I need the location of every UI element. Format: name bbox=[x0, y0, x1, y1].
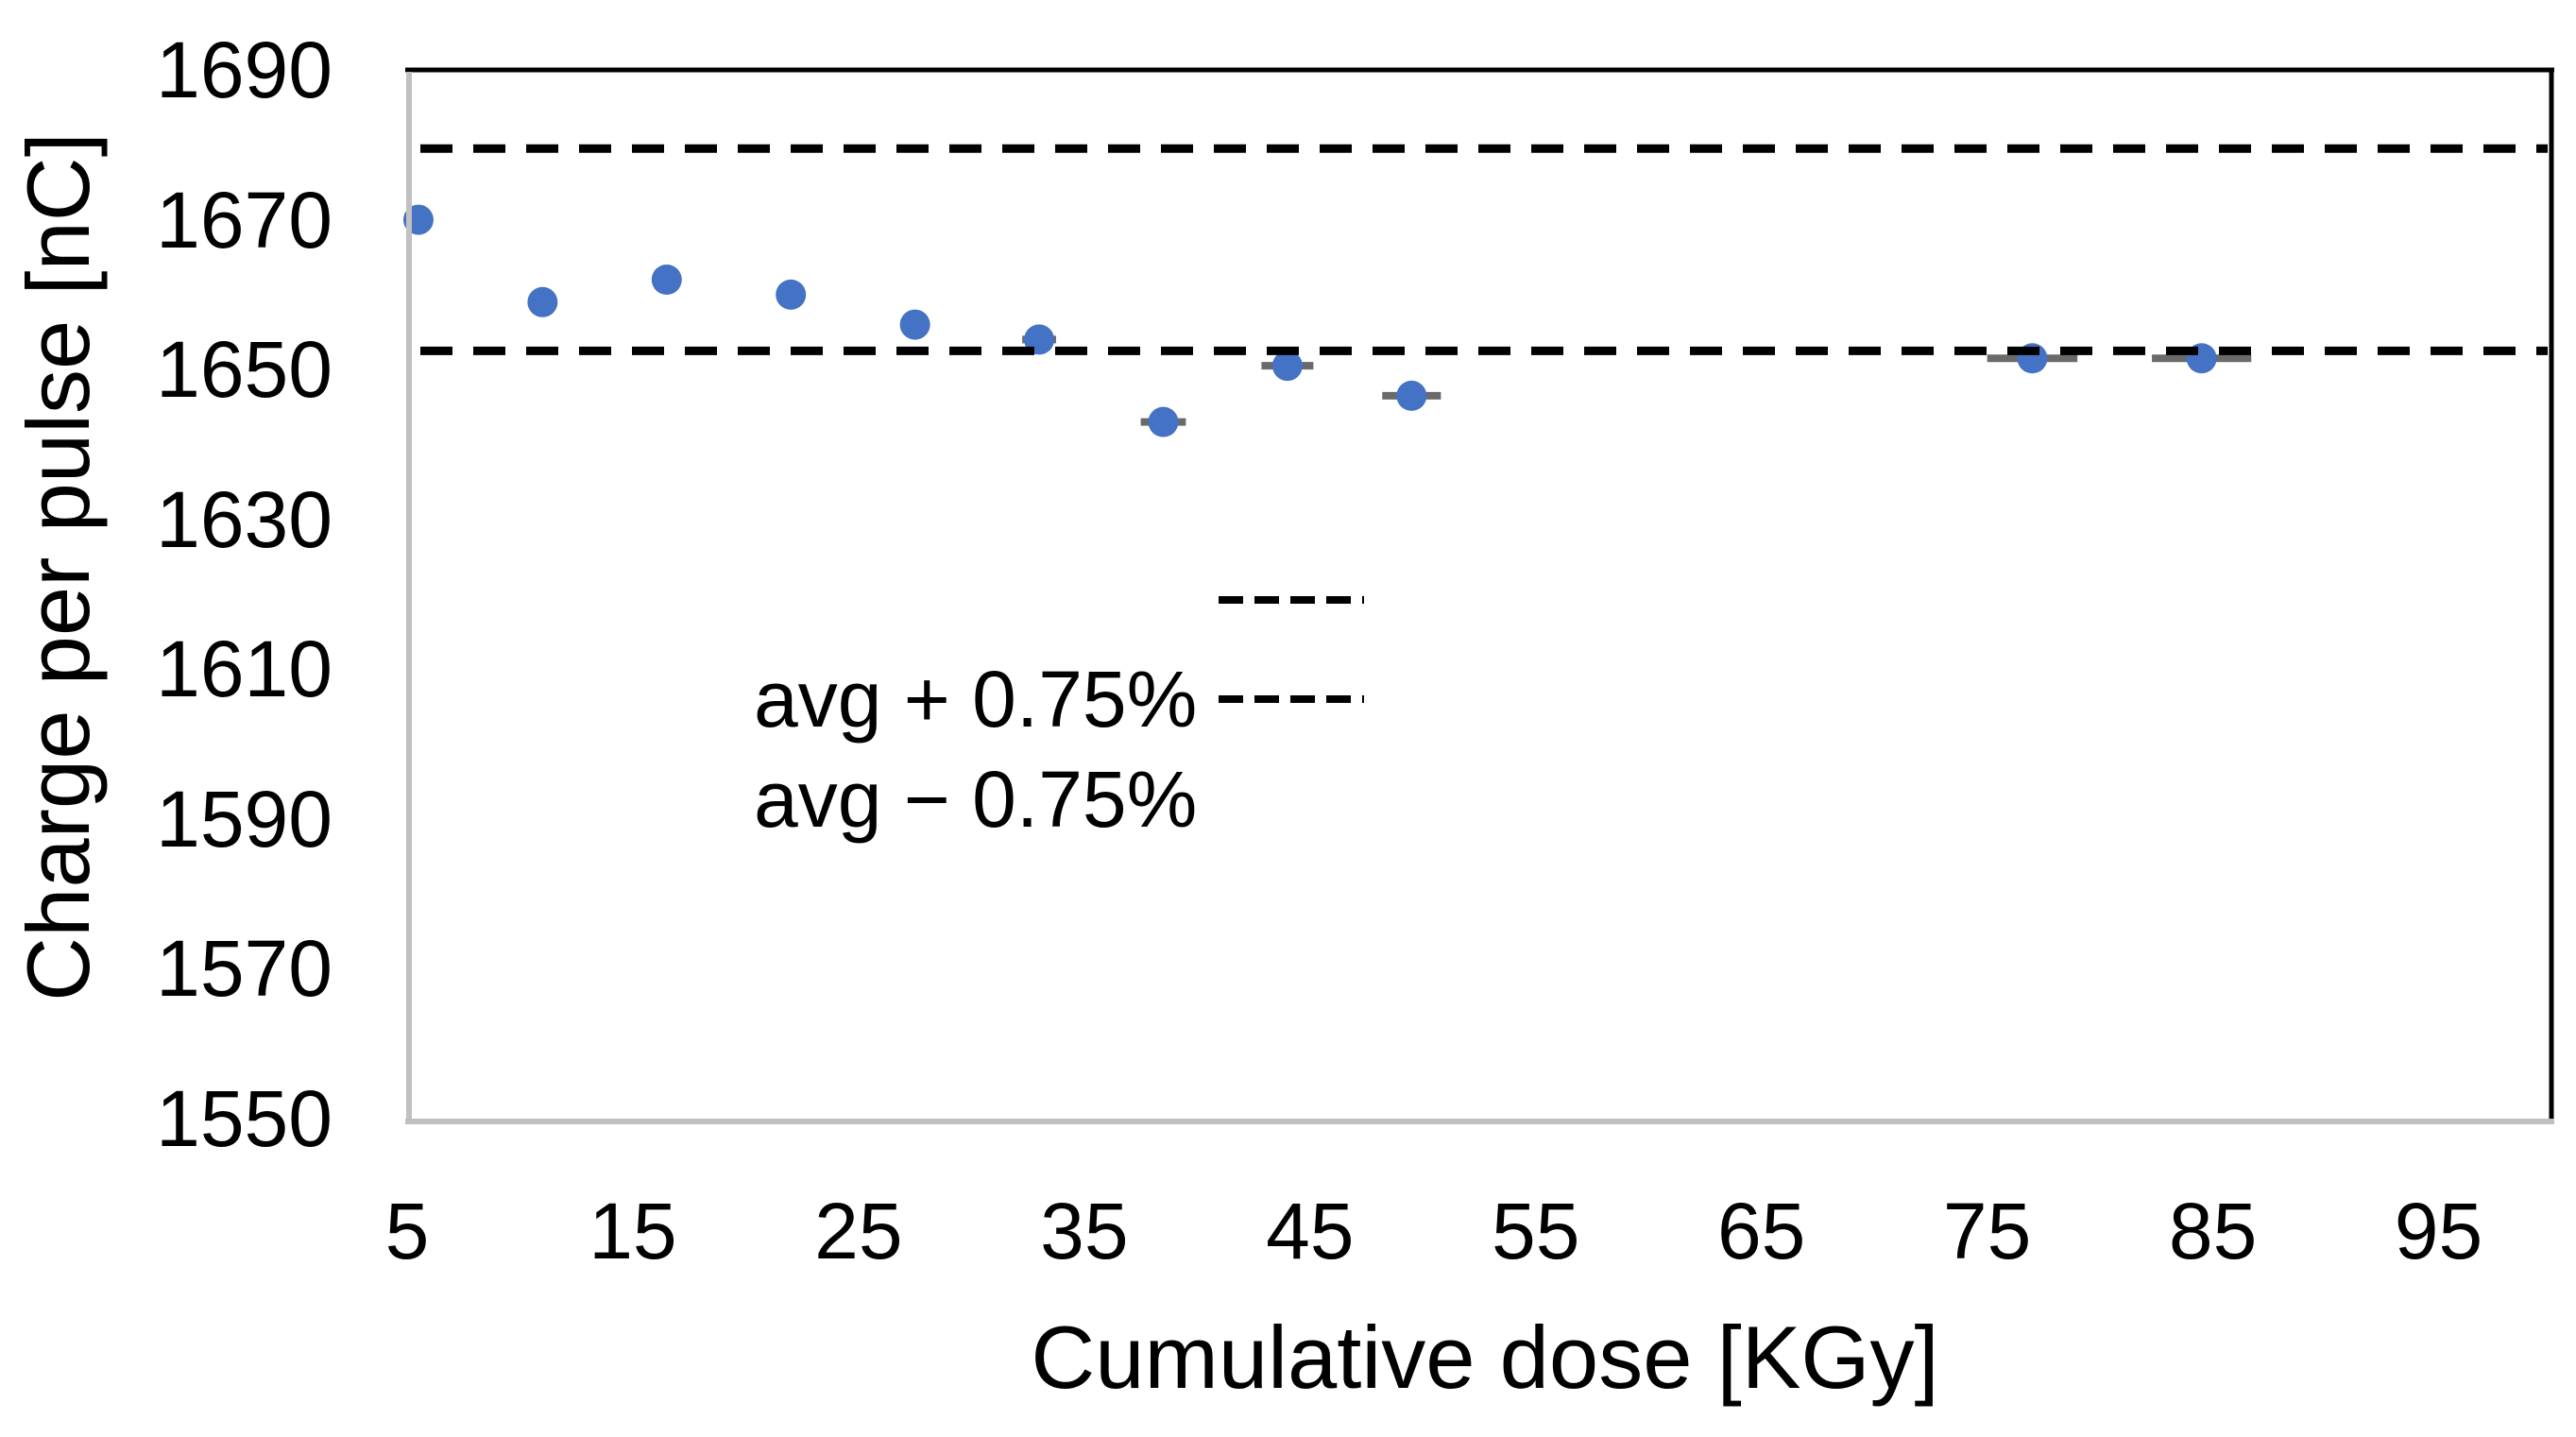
legend-entry-avg-minus: avg − 0.75% bbox=[754, 755, 1198, 844]
x-tick-label: 45 bbox=[1266, 1187, 1355, 1275]
x-tick-label: 95 bbox=[2394, 1187, 2483, 1275]
y-tick-label: 1570 bbox=[156, 924, 333, 1014]
x-tick-label: 55 bbox=[1492, 1187, 1580, 1275]
y-tick-label: 1630 bbox=[156, 474, 333, 564]
x-tick-label: 85 bbox=[2168, 1187, 2258, 1275]
data-point-marker bbox=[1148, 406, 1179, 437]
y-tick-label: 1550 bbox=[156, 1074, 333, 1163]
x-tick-label: 35 bbox=[1040, 1187, 1129, 1275]
x-axis-title: Cumulative dose [KGy] bbox=[1031, 1308, 1939, 1407]
legend-entry-avg-plus: avg + 0.75% bbox=[754, 655, 1198, 744]
data-point-marker bbox=[1271, 351, 1303, 382]
x-tick-label: 25 bbox=[814, 1187, 903, 1275]
y-tick-label: 1610 bbox=[156, 624, 333, 714]
data-point-marker bbox=[776, 279, 807, 310]
data-point-marker bbox=[651, 265, 682, 295]
x-tick-label: 5 bbox=[384, 1187, 430, 1275]
data-point-marker bbox=[899, 309, 930, 340]
x-tick-label: 75 bbox=[1942, 1187, 2032, 1275]
y-tick-label: 1590 bbox=[156, 774, 333, 864]
y-tick-label: 1670 bbox=[156, 175, 333, 265]
y-tick-label: 1690 bbox=[156, 26, 333, 114]
data-point-marker bbox=[1396, 380, 1427, 411]
y-tick-label: 1650 bbox=[156, 325, 333, 415]
data-point-marker bbox=[527, 286, 558, 317]
x-tick-label: 15 bbox=[589, 1187, 677, 1275]
x-tick-label: 65 bbox=[1716, 1187, 1806, 1275]
